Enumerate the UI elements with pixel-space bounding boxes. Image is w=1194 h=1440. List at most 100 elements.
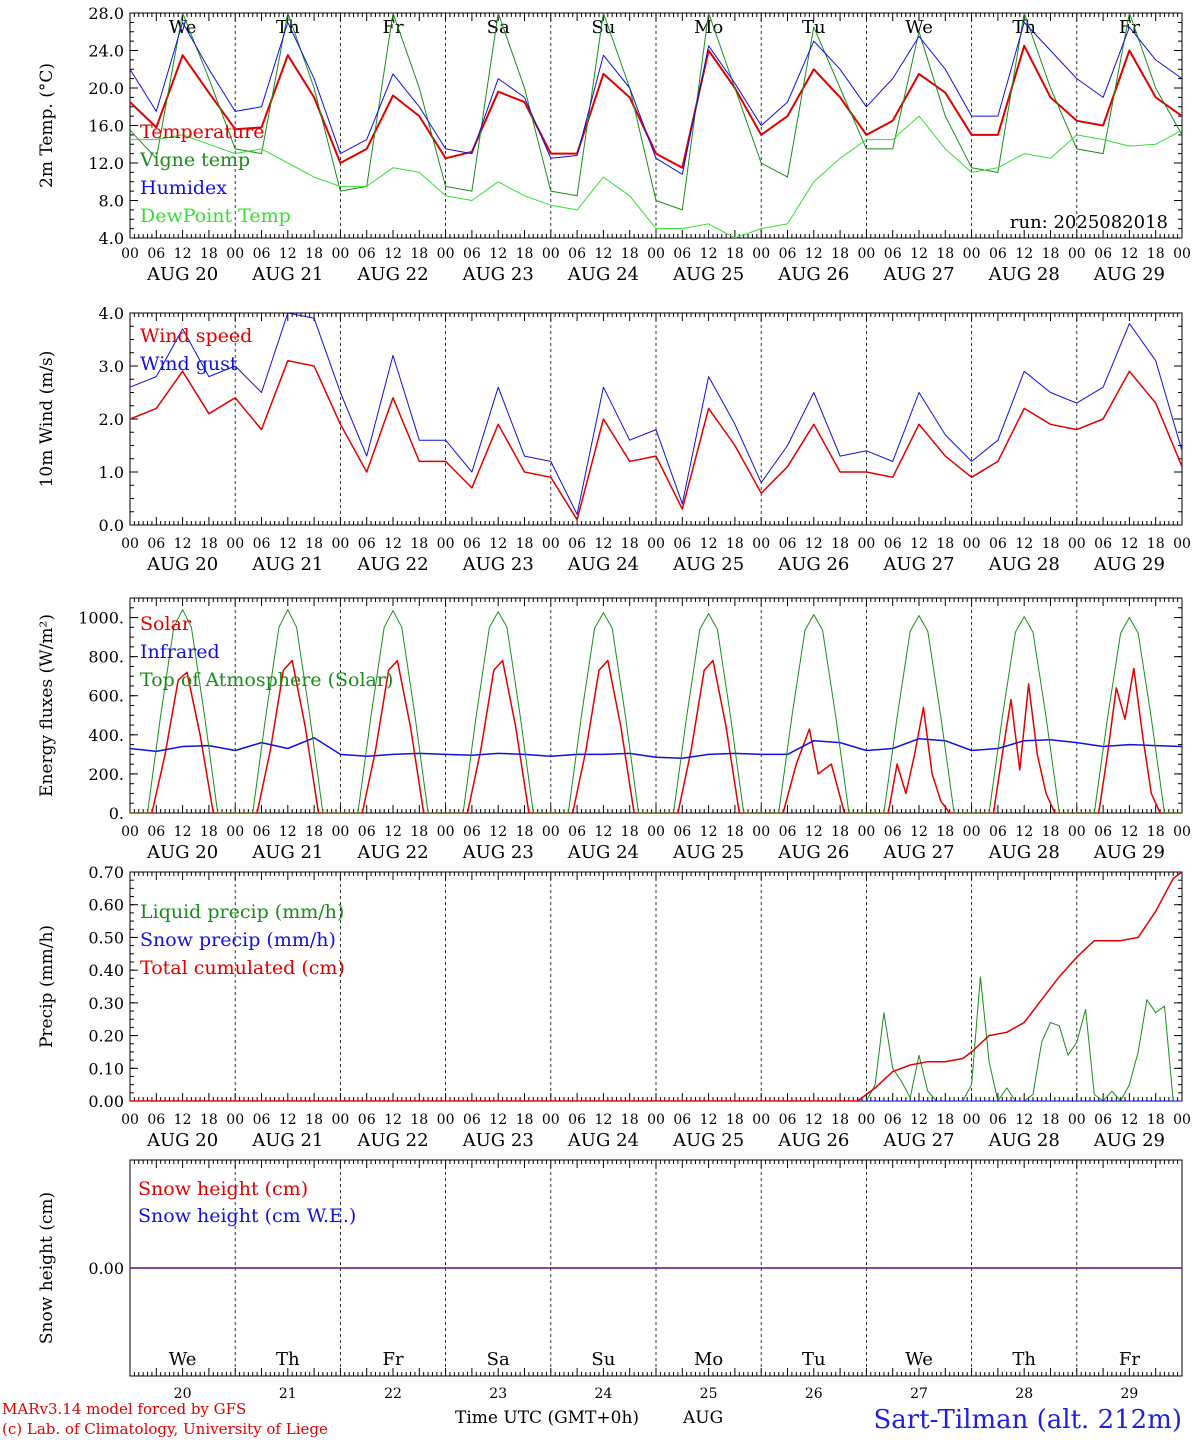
hour-tick-label: 00	[121, 824, 139, 840]
hour-tick-label: 06	[463, 246, 481, 262]
hour-tick-label: 06	[253, 246, 271, 262]
y-axis-title: Precip (mm/h)	[37, 925, 57, 1048]
weekday-label: Sa	[487, 17, 510, 38]
hour-tick-label: 00	[331, 246, 349, 262]
hour-tick-label: 00	[963, 536, 981, 552]
weekday-label: We	[905, 1349, 933, 1370]
date-label: AUG 20	[146, 842, 218, 863]
hour-tick-label: 12	[279, 536, 297, 552]
hour-tick-label: 18	[410, 824, 428, 840]
hour-tick-label: 00	[542, 824, 560, 840]
hour-tick-label: 00	[752, 1112, 770, 1128]
hour-tick-label: 00	[963, 1112, 981, 1128]
hour-tick-label: 18	[410, 246, 428, 262]
hour-tick-label: 12	[279, 1112, 297, 1128]
hour-tick-label: 06	[884, 536, 902, 552]
weekday-label: Th	[276, 17, 300, 38]
hour-tick-label: 12	[1120, 1112, 1138, 1128]
y-tick-label: 0.60	[88, 896, 124, 915]
y-tick-label: 0.50	[88, 928, 124, 947]
hour-tick-label: 00	[226, 246, 244, 262]
hour-tick-label: 06	[989, 824, 1007, 840]
hour-tick-label: 18	[831, 1112, 849, 1128]
hour-tick-label: 00	[857, 1112, 875, 1128]
hour-tick-label: 18	[621, 824, 639, 840]
hour-tick-label: 06	[673, 824, 691, 840]
hour-tick-label: 12	[174, 246, 192, 262]
hour-tick-label: 00	[331, 824, 349, 840]
hour-tick-label: 06	[779, 1112, 797, 1128]
hour-tick-label: 06	[147, 824, 165, 840]
weekday-label: We	[169, 17, 197, 38]
hour-tick-label: 06	[358, 824, 376, 840]
run-label: run: 2025082018	[1010, 212, 1168, 233]
legend-entry: Temperature	[140, 121, 264, 143]
hour-tick-label: 00	[1173, 824, 1191, 840]
hour-tick-label: 00	[752, 824, 770, 840]
date-label: AUG 21	[251, 264, 323, 285]
hour-tick-label: 06	[147, 536, 165, 552]
hour-tick-label: 06	[358, 246, 376, 262]
hour-tick-label: 18	[410, 536, 428, 552]
hour-tick-label: 00	[752, 536, 770, 552]
date-label: AUG 29	[1093, 264, 1165, 285]
y-tick-label: 1.0	[99, 463, 124, 482]
date-label: AUG 20	[146, 264, 218, 285]
hour-tick-label: 18	[936, 824, 954, 840]
hour-tick-label: 06	[884, 824, 902, 840]
hour-tick-label: 18	[1042, 536, 1060, 552]
date-label: AUG 28	[988, 554, 1060, 575]
legend-entry: Liquid precip (mm/h)	[140, 901, 344, 923]
hour-tick-label: 18	[831, 824, 849, 840]
date-label: AUG 24	[567, 554, 639, 575]
weekday-label: We	[905, 17, 933, 38]
date-label: AUG 21	[251, 554, 323, 575]
weekday-label: Th	[1012, 1349, 1036, 1370]
hour-tick-label: 00	[226, 1112, 244, 1128]
hour-tick-label: 12	[700, 246, 718, 262]
legend-entry: Snow height (cm W.E.)	[138, 1205, 356, 1227]
hour-tick-label: 06	[779, 536, 797, 552]
weekday-label: Mo	[694, 17, 723, 38]
series-total-cumulated-cm	[130, 872, 1182, 1101]
hour-tick-label: 12	[489, 1112, 507, 1128]
hour-tick-label: 06	[253, 1112, 271, 1128]
hour-tick-label: 18	[1147, 246, 1165, 262]
y-tick-label: 0.20	[88, 1027, 124, 1046]
date-label: AUG 23	[462, 264, 534, 285]
date-label: AUG 27	[882, 1130, 954, 1151]
series-liquid-precip-mm-h	[130, 976, 1182, 1101]
hour-tick-label: 12	[279, 824, 297, 840]
hour-tick-label: 00	[121, 1112, 139, 1128]
hour-tick-label: 06	[568, 1112, 586, 1128]
hour-tick-label: 00	[647, 824, 665, 840]
hour-tick-label: 18	[410, 1112, 428, 1128]
hour-tick-label: 00	[437, 824, 455, 840]
date-label: AUG 26	[777, 264, 849, 285]
hour-tick-label: 06	[989, 536, 1007, 552]
hour-tick-label: 00	[331, 536, 349, 552]
day-number-label: 23	[489, 1386, 507, 1402]
hour-tick-label: 18	[200, 824, 218, 840]
hour-tick-label: 18	[305, 246, 323, 262]
hour-tick-label: 00	[1068, 1112, 1086, 1128]
hour-tick-label: 00	[752, 246, 770, 262]
weekday-label: Sa	[487, 1349, 510, 1370]
hour-tick-label: 12	[1015, 246, 1033, 262]
y-tick-label: 0.70	[88, 863, 124, 882]
legend-entry: Snow precip (mm/h)	[140, 929, 336, 951]
hour-tick-label: 12	[910, 246, 928, 262]
hour-tick-label: 18	[726, 824, 744, 840]
date-label: AUG 20	[146, 554, 218, 575]
hour-tick-label: 06	[463, 536, 481, 552]
date-label: AUG 28	[988, 264, 1060, 285]
hour-tick-label: 18	[305, 536, 323, 552]
date-label: AUG 25	[672, 842, 744, 863]
hour-tick-label: 12	[805, 246, 823, 262]
y-tick-label: 16.0	[88, 117, 124, 136]
hour-tick-label: 00	[857, 824, 875, 840]
hour-tick-label: 18	[305, 1112, 323, 1128]
y-tick-label: 0.40	[88, 961, 124, 980]
hour-tick-label: 12	[174, 1112, 192, 1128]
hour-tick-label: 06	[779, 824, 797, 840]
